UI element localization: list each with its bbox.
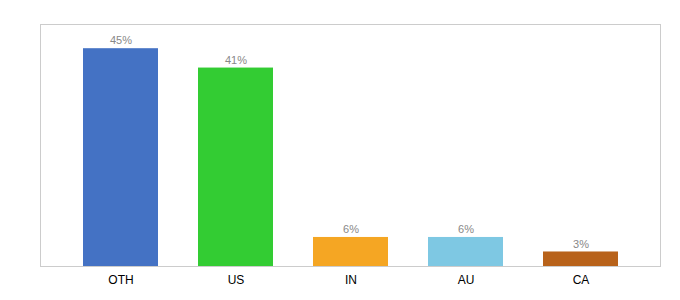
svg-text:45%: 45% bbox=[110, 34, 132, 46]
svg-text:6%: 6% bbox=[458, 223, 474, 235]
svg-text:6%: 6% bbox=[343, 223, 359, 235]
svg-text:41%: 41% bbox=[225, 54, 247, 66]
svg-text:US: US bbox=[228, 273, 245, 287]
svg-text:3%: 3% bbox=[573, 238, 589, 250]
svg-text:OTH: OTH bbox=[108, 273, 133, 287]
svg-text:IN: IN bbox=[345, 273, 357, 287]
svg-text:AU: AU bbox=[458, 273, 475, 287]
svg-text:CA: CA bbox=[573, 273, 590, 287]
